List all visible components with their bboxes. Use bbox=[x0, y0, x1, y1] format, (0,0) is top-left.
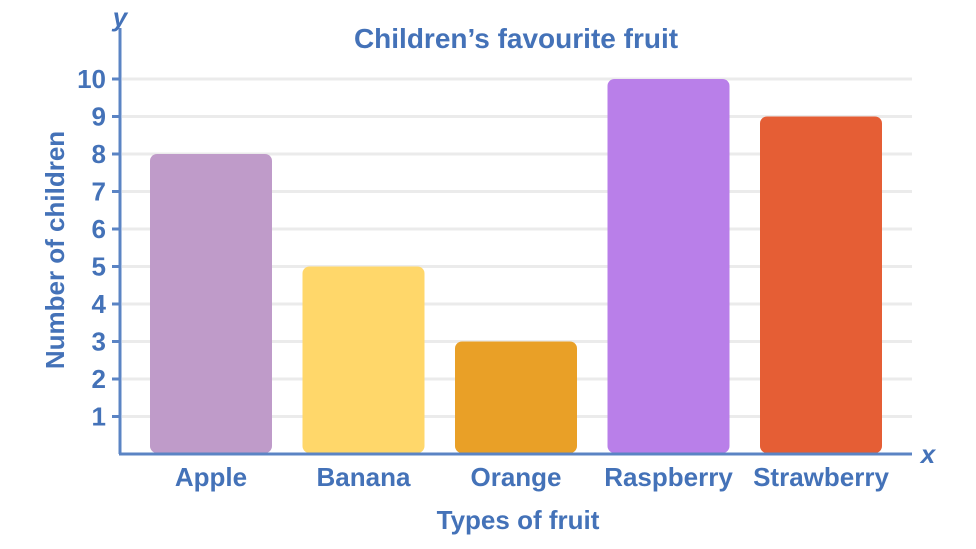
y-tick-label: 10 bbox=[77, 64, 106, 94]
bar-strawberry bbox=[760, 116, 882, 453]
y-axis-letter: y bbox=[111, 2, 129, 32]
x-axis-letter: x bbox=[919, 439, 937, 469]
y-tick-label: 1 bbox=[92, 402, 106, 432]
bar-banana bbox=[302, 266, 425, 453]
x-tick-label-strawberry: Strawberry bbox=[753, 462, 889, 492]
y-tick-label: 7 bbox=[92, 177, 106, 207]
x-tick-label-apple: Apple bbox=[175, 462, 247, 492]
x-tick-label-banana: Banana bbox=[317, 462, 411, 492]
y-tick-label: 4 bbox=[92, 289, 107, 319]
y-tick-label: 2 bbox=[92, 364, 106, 394]
y-tick-label: 9 bbox=[92, 102, 106, 132]
x-tick-labels: Apple Banana Orange Raspberry Strawberry bbox=[175, 462, 890, 492]
bar-raspberry bbox=[607, 79, 730, 453]
y-tick-label: 8 bbox=[92, 139, 106, 169]
bars bbox=[150, 79, 882, 453]
y-tick-label: 5 bbox=[92, 252, 106, 282]
y-tick-label: 3 bbox=[92, 327, 106, 357]
y-tick-labels: 1 2 3 4 5 6 7 8 9 10 bbox=[77, 64, 120, 432]
chart-title: Children’s favourite fruit bbox=[354, 23, 678, 54]
x-axis-title: Types of fruit bbox=[437, 505, 600, 535]
y-axis-title: Number of children bbox=[40, 131, 70, 369]
bar-apple bbox=[150, 154, 272, 453]
x-tick-label-raspberry: Raspberry bbox=[604, 462, 733, 492]
bar-orange bbox=[455, 341, 577, 453]
y-tick-label: 6 bbox=[92, 214, 106, 244]
x-tick-label-orange: Orange bbox=[470, 462, 561, 492]
